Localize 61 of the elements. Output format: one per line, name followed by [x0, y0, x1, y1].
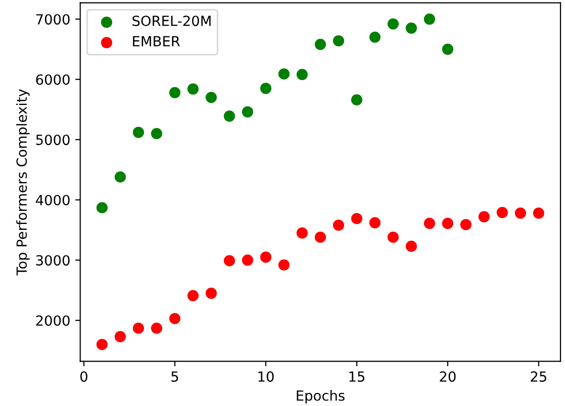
point	[406, 240, 417, 252]
point	[296, 68, 308, 80]
y-tick-label: 5000	[36, 134, 70, 146]
point	[96, 338, 108, 350]
x-tick-label: 10	[258, 371, 274, 382]
point	[514, 208, 526, 219]
point	[388, 232, 399, 243]
point	[206, 288, 217, 299]
point	[224, 255, 236, 266]
point	[496, 206, 508, 218]
point	[460, 218, 472, 230]
point	[332, 220, 344, 231]
legend-label: EMBER	[132, 36, 180, 46]
point	[242, 106, 254, 118]
point	[369, 217, 381, 228]
point	[278, 68, 290, 80]
legend-label: SOREL-20M	[132, 16, 211, 26]
point	[314, 38, 326, 50]
y-tick-label: 6000	[36, 74, 70, 85]
point	[151, 322, 162, 334]
point	[114, 171, 126, 183]
x-tick-label: 25	[530, 371, 546, 382]
point	[314, 232, 326, 243]
x-tick-label: 5	[171, 371, 178, 382]
point	[114, 331, 126, 342]
point	[424, 218, 436, 229]
point	[96, 202, 108, 214]
point	[151, 128, 162, 140]
x-tick-label: 0	[80, 371, 88, 382]
point	[424, 14, 436, 25]
x-tick-label: 15	[349, 371, 364, 382]
y-axis-title: Top Performers Complexity	[16, 89, 30, 276]
point	[132, 322, 144, 334]
point	[206, 92, 217, 104]
point	[132, 126, 144, 138]
y-tick-label: 3000	[36, 255, 70, 266]
y-tick-label: 2000	[36, 315, 70, 326]
x-tick-label: 20	[440, 371, 456, 382]
point	[296, 227, 308, 239]
point	[169, 87, 180, 98]
point	[187, 290, 199, 302]
x-axis-title: Epochs	[296, 390, 345, 404]
point	[533, 208, 544, 219]
y-tick-label: 4000	[36, 194, 70, 206]
point	[351, 212, 362, 224]
point	[169, 312, 180, 324]
y-tick-label: 7000	[36, 14, 70, 25]
point	[369, 32, 381, 43]
point	[278, 259, 290, 271]
point	[388, 18, 399, 30]
point	[242, 254, 254, 266]
point	[260, 252, 272, 263]
point	[260, 82, 272, 94]
point	[478, 211, 490, 222]
point	[442, 218, 454, 229]
point	[187, 83, 199, 95]
point	[224, 110, 236, 122]
point	[351, 94, 362, 106]
point	[406, 22, 417, 34]
point	[332, 35, 344, 46]
point	[442, 44, 454, 55]
